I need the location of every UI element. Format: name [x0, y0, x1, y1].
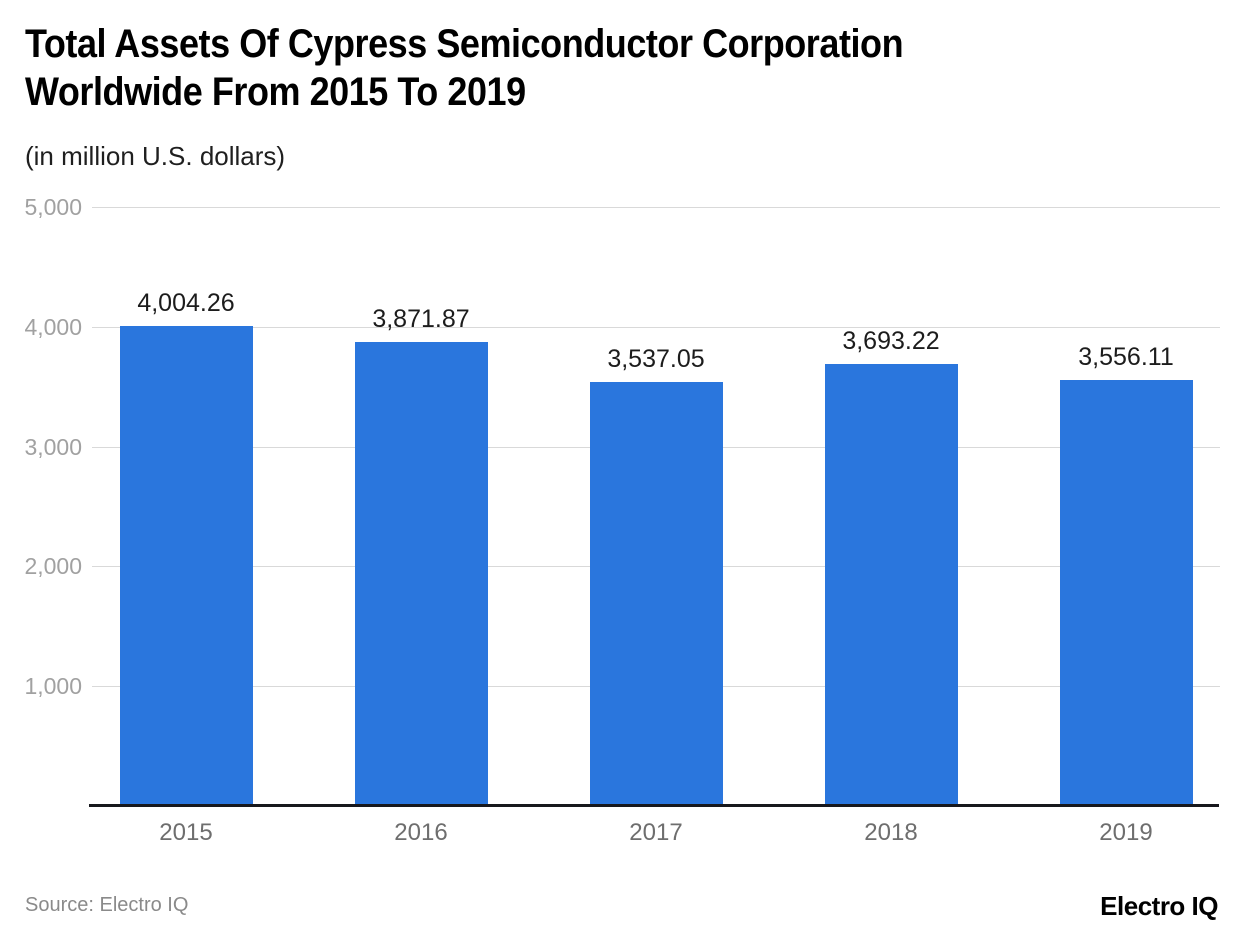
bar-2019	[1059, 380, 1193, 805]
bar-2018	[824, 364, 958, 805]
x-axis-tick-label-2015: 2015	[159, 819, 213, 846]
chart-title: Total Assets Of Cypress Semiconductor Co…	[25, 20, 1087, 116]
gridline-4,000	[92, 327, 1220, 328]
y-axis-tick-label: 5,000	[24, 194, 82, 220]
x-axis-line	[89, 804, 1219, 807]
y-axis-tick-label: 4,000	[24, 314, 82, 340]
bar-value-label-2017: 3,537.05	[607, 345, 705, 373]
x-axis-tick-label-2018: 2018	[864, 819, 918, 846]
y-axis-tick-label: 3,000	[24, 434, 82, 460]
bar-2015	[119, 326, 253, 805]
x-axis-tick-label-2017: 2017	[629, 819, 683, 846]
y-axis-tick-label: 2,000	[24, 553, 82, 579]
chart-title-line1: Total Assets Of Cypress Semiconductor Co…	[25, 22, 904, 66]
bar-value-label-2016: 3,871.87	[372, 305, 470, 333]
y-axis-tick-label: 1,000	[24, 673, 82, 699]
bar-value-label-2015: 4,004.26	[137, 289, 235, 317]
source-text: Source: Electro IQ	[25, 894, 189, 916]
bar-2016	[354, 342, 488, 805]
bar-value-label-2019: 3,556.11	[1078, 343, 1174, 371]
logo-electro-iq: Electro IQ	[1100, 891, 1218, 921]
bar-value-label-2018: 3,693.22	[842, 327, 940, 355]
x-axis-tick-label-2016: 2016	[394, 819, 448, 846]
chart-subtitle: (in million U.S. dollars)	[25, 141, 286, 171]
chart-title-line2: Worldwide From 2015 To 2019	[25, 70, 526, 114]
gridline-5,000	[92, 207, 1220, 208]
x-axis-tick-label-2019: 2019	[1099, 819, 1153, 846]
bar-2017	[589, 382, 723, 805]
